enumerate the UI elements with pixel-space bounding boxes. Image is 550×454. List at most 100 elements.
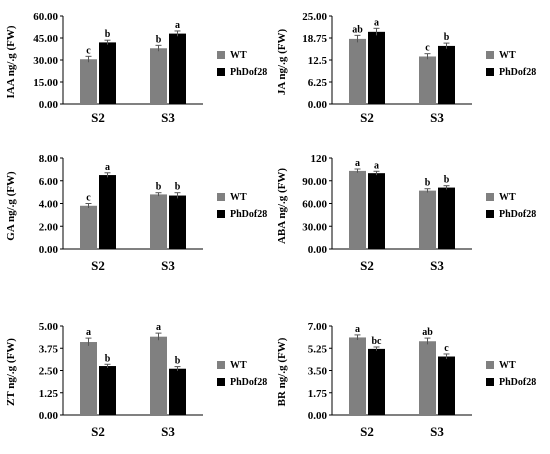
y-tick-label: 2.00 (39, 221, 59, 233)
legend-label: PhDof28 (230, 377, 267, 388)
chart-br: BR ng/.g (FW)0.001.753.505.257.00 abcS2ab… (276, 321, 536, 439)
bar-phdof28-s3 (438, 187, 455, 249)
y-tick-label: 90.00 (302, 176, 327, 188)
y-tick-label: 120 (311, 153, 328, 165)
y-axis-label: ZT ng/.g (FW) (5, 338, 17, 406)
x-category-label: S3 (161, 424, 175, 439)
y-tick-label: 6.00 (39, 176, 59, 188)
chart-panel-ja: JA ng/.g (FW) 0.00 6.25 12.5 18.75 25.00 ab a S2… (275, 0, 550, 150)
significance-letter: b (175, 182, 181, 193)
y-tick-label: 0.00 (39, 244, 59, 256)
x-category-label: S2 (91, 424, 105, 439)
significance-letter: a (355, 158, 360, 169)
significance-letter: c (86, 45, 91, 56)
bar-wt-s2 (349, 337, 366, 415)
y-axis-label: IAA ng/.g (FW) (5, 25, 17, 98)
bar-wt-s2 (80, 59, 97, 104)
y-tick-label: 0.00 (308, 244, 328, 256)
legend-label: WT (230, 50, 247, 61)
bar-phdof28-s2 (99, 366, 116, 415)
significance-letter: ab (422, 327, 433, 338)
legend-label: PhDof28 (230, 209, 267, 220)
legend-label: PhDof28 (499, 67, 536, 78)
bar-phdof28-s3 (169, 368, 186, 415)
significance-letter: ab (352, 24, 363, 35)
significance-letter: b (105, 353, 111, 364)
y-tick-label: 30.00 (33, 55, 58, 67)
y-tick-label: 0.00 (308, 99, 328, 111)
bar-phdof28-s3 (169, 195, 186, 249)
bar-phdof28-s3 (438, 45, 455, 104)
bar-phdof28-s2 (99, 175, 116, 249)
bar-phdof28-s2 (368, 348, 385, 415)
bar-phdof28-s3 (169, 33, 186, 104)
bar-wt-s3 (419, 341, 436, 415)
legend-swatch-wt (486, 361, 494, 369)
x-category-label: S2 (360, 424, 374, 439)
significance-letter: c (444, 343, 449, 354)
legend-label: PhDof28 (499, 377, 536, 388)
y-tick-label: 5.25 (308, 343, 328, 355)
bar-wt-s3 (150, 336, 167, 415)
legend-swatch-phdof28 (217, 210, 225, 218)
chart-panel-br: BR ng/.g (FW) 0.00 1.75 3.50 5.25 7.00 a bc S2 ab… (275, 300, 550, 449)
y-tick-label: 4.00 (39, 199, 59, 211)
chart-ja: JA ng/.g (FW) 0.00 6.25 12.5 18.75 25.00 aba S2… (276, 11, 536, 125)
legend-swatch-phdof28 (217, 68, 225, 76)
bar-wt-s3 (419, 190, 436, 249)
y-tick-label: 6.25 (308, 77, 328, 89)
chart-iaa: IAA ng/.g (FW) 0.00 15.00 30.00 45.00 60.00 c b… (5, 11, 267, 125)
x-category-label: S3 (430, 424, 444, 439)
significance-letter: c (425, 43, 430, 54)
y-tick-label: 0.00 (39, 410, 59, 422)
significance-letter: b (425, 178, 431, 189)
legend-swatch-phdof28 (486, 210, 494, 218)
significance-letter: a (175, 20, 180, 31)
y-tick-label: 60.00 (302, 199, 327, 211)
bar-phdof28-s2 (368, 173, 385, 249)
legend-swatch-wt (217, 193, 225, 201)
x-category-label: S3 (430, 258, 444, 273)
bar-wt-s2 (80, 205, 97, 249)
legend-swatch-wt (486, 193, 494, 201)
chart-panel-aba: ABA ng/.g (FW) 0.00 30.00 60.00 90.00 120 a a S2… (275, 150, 550, 300)
y-tick-label: 45.00 (33, 33, 58, 45)
bar-wt-s2 (80, 342, 97, 415)
x-category-label: S3 (161, 110, 175, 125)
bar-wt-s3 (150, 194, 167, 249)
legend-label: WT (499, 50, 516, 61)
x-category-label: S2 (91, 258, 105, 273)
significance-letter: b (156, 34, 162, 45)
chart-aba: ABA ng/.g (FW) 0.00 30.00 60.00 90.00 120 a a S2… (276, 153, 536, 273)
significance-letter: a (156, 322, 161, 333)
bar-wt-s2 (349, 170, 366, 249)
significance-letter: b (444, 32, 450, 43)
y-tick-label: 0.00 (39, 99, 59, 111)
significance-letter: a (105, 162, 110, 173)
y-tick-label: 8.00 (39, 153, 59, 165)
legend-label: WT (230, 192, 247, 203)
legend-label: WT (499, 192, 516, 203)
y-tick-label: 3.75 (39, 343, 59, 355)
bar-wt-s2 (349, 38, 366, 104)
legend-label: WT (499, 360, 516, 371)
y-tick-label: 15.00 (33, 77, 58, 89)
bar-phdof28-s2 (368, 31, 385, 105)
significance-letter: a (355, 324, 360, 335)
y-tick-label: 1.75 (308, 388, 328, 400)
y-tick-label: 60.00 (33, 11, 58, 23)
chart-panel-zt: ZT ng/.g (FW) 0.00 1.25 2.50 3.75 5.00 a b S2 a b S… (0, 300, 275, 449)
x-category-label: S2 (360, 258, 374, 273)
bar-phdof28-s3 (438, 356, 455, 415)
legend-label: WT (230, 360, 247, 371)
y-axis-label: GA ng/.g (FW) (5, 171, 17, 241)
bar-wt-s3 (150, 48, 167, 104)
legend-swatch-phdof28 (217, 378, 225, 386)
y-tick-label: 12.5 (308, 55, 328, 67)
significance-letter: c (86, 193, 91, 204)
legend-swatch-phdof28 (486, 378, 494, 386)
y-tick-label: 2.50 (39, 366, 59, 378)
bar-wt-s3 (419, 56, 436, 104)
legend-label: PhDof28 (230, 67, 267, 78)
chart-ga: GA ng/.g (FW) 0.00 2.00 4.00 6.00 8.00 c a S2 b b S… (5, 153, 267, 273)
